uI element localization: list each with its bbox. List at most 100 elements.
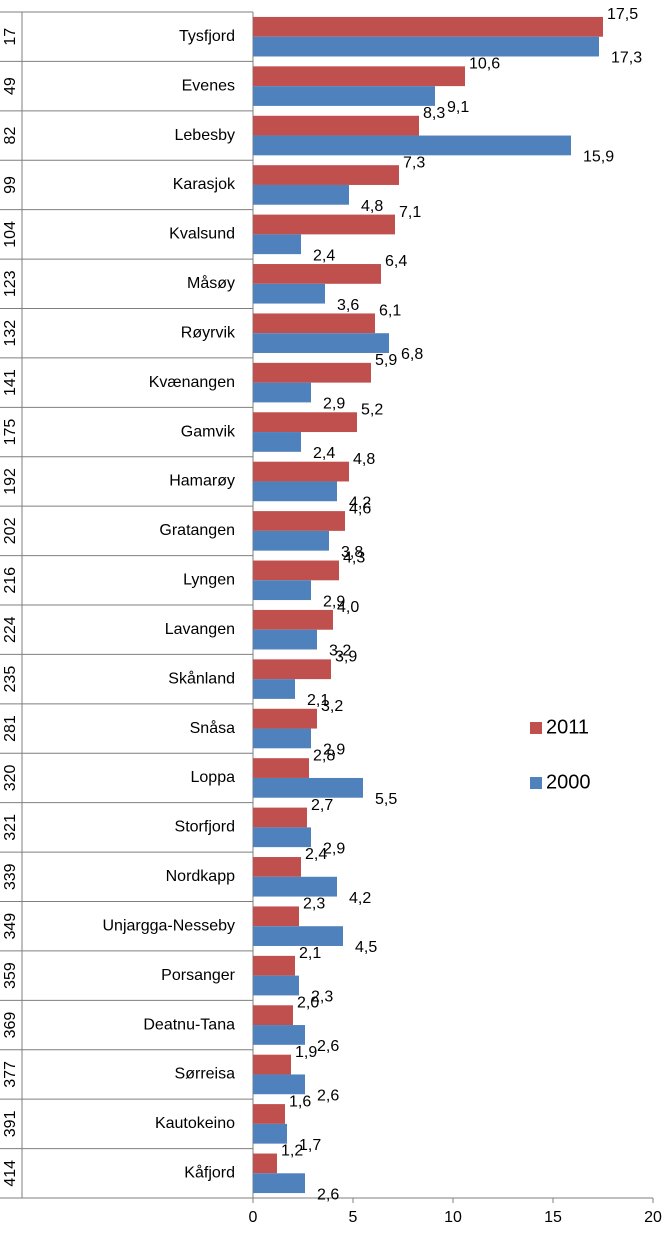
bar: [253, 1173, 305, 1194]
data-label: 4,2: [349, 494, 371, 511]
bar: [253, 36, 599, 57]
bar: [253, 807, 307, 828]
legend-swatch: [530, 722, 542, 734]
data-label: 4,0: [337, 599, 359, 616]
bar: [253, 1074, 305, 1095]
data-label: 6,8: [401, 346, 423, 363]
data-label: 2,9: [323, 593, 345, 610]
y-tick-label: Lebesby: [175, 127, 236, 144]
bar: [253, 214, 395, 235]
data-label: 2,9: [323, 396, 345, 413]
bar: [253, 659, 331, 680]
data-label: 6,1: [379, 303, 401, 320]
data-label: 4,2: [349, 890, 371, 907]
data-label: 4,6: [349, 500, 371, 517]
bar: [253, 609, 333, 630]
bar: [253, 234, 301, 255]
data-label: 5,9: [375, 352, 397, 369]
y-tick-label: Gratangen: [159, 522, 235, 539]
y-tick-label: Porsanger: [161, 967, 235, 984]
rank-label: 104: [2, 221, 19, 248]
data-label: 2,7: [311, 797, 333, 814]
data-label: 10,6: [469, 56, 500, 73]
data-label: 3,8: [341, 544, 363, 561]
rank-label: 321: [2, 814, 19, 841]
bar: [253, 708, 317, 729]
data-label: 5,2: [361, 401, 383, 418]
bar: [253, 86, 435, 106]
data-label: 2,4: [313, 445, 335, 462]
data-label: 4,5: [355, 939, 377, 956]
bar: [253, 876, 337, 897]
data-label: 17,3: [611, 50, 642, 67]
y-tick-label: Måsøy: [187, 274, 235, 292]
bar: [253, 313, 375, 334]
bar: [253, 1005, 293, 1026]
rank-label: 99: [2, 176, 19, 194]
bar: [253, 1025, 305, 1045]
data-label: 2,6: [317, 1038, 339, 1055]
bar: [253, 432, 301, 452]
rank-label: 82: [2, 127, 19, 145]
data-label: 4,8: [353, 451, 375, 468]
x-tick-label: 0: [249, 1209, 258, 1226]
data-label: 2,9: [323, 742, 345, 759]
bar: [253, 115, 419, 136]
bar: [253, 728, 311, 749]
y-tick-label: Evenes: [182, 77, 235, 94]
bar: [253, 165, 399, 185]
y-tick-label: Hamarøy: [169, 473, 235, 490]
y-tick-label: Kåfjord: [184, 1164, 235, 1182]
data-label: 7,3: [403, 154, 425, 171]
bar: [253, 412, 357, 433]
data-label: 2,8: [313, 747, 335, 764]
bar: [253, 530, 329, 551]
rank-label: 369: [2, 1012, 19, 1039]
data-label: 4,8: [361, 198, 383, 215]
y-tick-label: Gamvik: [181, 423, 236, 440]
rank-label: 123: [2, 270, 19, 297]
data-label: 2,6: [317, 1186, 339, 1203]
rank-label: 414: [2, 1160, 19, 1187]
rank-label: 49: [2, 77, 19, 95]
bar: [253, 481, 337, 502]
data-label: 2,9: [323, 840, 345, 857]
y-tick-label: Kvænangen: [149, 374, 235, 391]
x-tick-label: 20: [644, 1209, 662, 1226]
rank-label: 216: [2, 567, 19, 594]
data-label: 6,4: [385, 253, 407, 270]
data-label: 15,9: [583, 149, 614, 166]
y-tick-label: Storfjord: [175, 819, 235, 836]
bar: [253, 382, 311, 403]
data-label: 1,9: [295, 1044, 317, 1061]
rank-label: 141: [2, 369, 19, 396]
rank-label: 175: [2, 419, 19, 446]
bar: [253, 362, 371, 383]
y-tick-label: Snåsa: [190, 719, 235, 737]
legend-swatch: [530, 777, 542, 789]
rank-label: 17: [2, 28, 19, 46]
rank-label: 202: [2, 517, 19, 544]
bar: [253, 580, 311, 601]
bar: [253, 66, 465, 87]
data-label: 17,5: [607, 6, 638, 23]
data-label: 1,2: [281, 1143, 303, 1160]
data-label: 2,4: [305, 846, 327, 863]
data-label: 2,3: [311, 989, 333, 1006]
bar: [253, 1104, 285, 1124]
x-tick-label: 10: [444, 1209, 462, 1226]
rank-label: 281: [2, 715, 19, 742]
data-label: 2,0: [297, 994, 319, 1011]
data-label: 2,1: [307, 692, 329, 709]
data-label: 2,4: [313, 247, 335, 264]
rank-label: 339: [2, 863, 19, 890]
data-label: 9,1: [447, 99, 469, 116]
data-label: 4,3: [343, 550, 365, 567]
data-label: 8,3: [423, 105, 445, 122]
bar: [253, 955, 295, 976]
bar: [253, 560, 339, 581]
rank-label: 192: [2, 468, 19, 495]
bar: [253, 511, 345, 531]
rank-label: 320: [2, 765, 19, 792]
